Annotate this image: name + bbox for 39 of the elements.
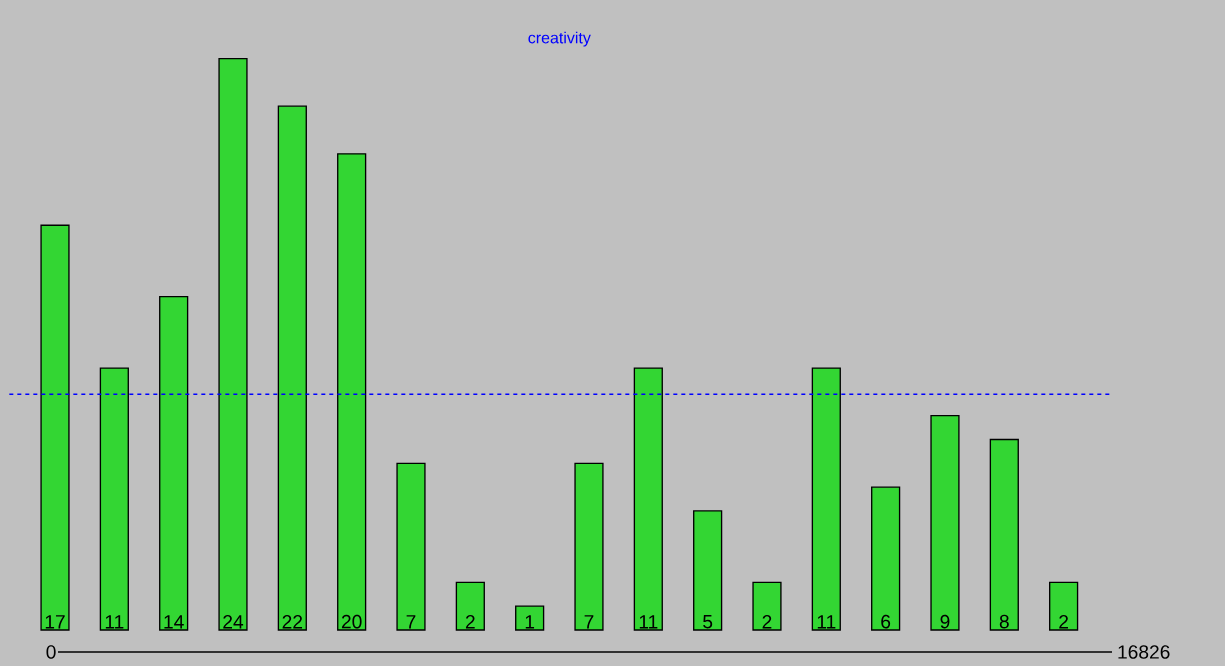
data-label: 11 [639,615,658,629]
bar [515,605,545,631]
data-label: 22 [282,614,303,629]
text: 0 [46,645,56,659]
chart-title: creativity [528,31,591,47]
bar [455,581,485,631]
data-label: 11 [817,615,836,629]
bar [1049,581,1079,631]
data-label: 9 [940,614,950,629]
data-label: 6 [881,614,891,629]
bar [159,295,189,631]
bar [218,57,248,631]
data-label: 8 [999,614,1009,629]
data-label: 5 [703,614,713,629]
bar [871,486,901,631]
bar [752,581,782,631]
bar [811,367,841,631]
bar [693,510,723,631]
bar [574,462,604,631]
bar [337,153,367,631]
data-label: 7 [584,615,594,629]
bar [99,367,129,631]
text: 16826 [1118,645,1170,659]
data-label: 1 [525,615,535,629]
bar [633,367,663,631]
bar [277,105,307,631]
data-label: 2 [762,614,772,629]
bar [40,224,70,631]
data-label: 2 [1059,614,1068,629]
data-label: 17 [45,615,65,629]
data-label: 7 [406,615,416,629]
data-label: 11 [105,615,124,629]
bar [989,438,1019,631]
bar [396,462,426,631]
data-label: 14 [164,615,184,629]
data-label: 2 [465,614,475,629]
bar [930,415,960,631]
data-label: 24 [223,614,244,629]
data-label: 20 [341,614,362,629]
